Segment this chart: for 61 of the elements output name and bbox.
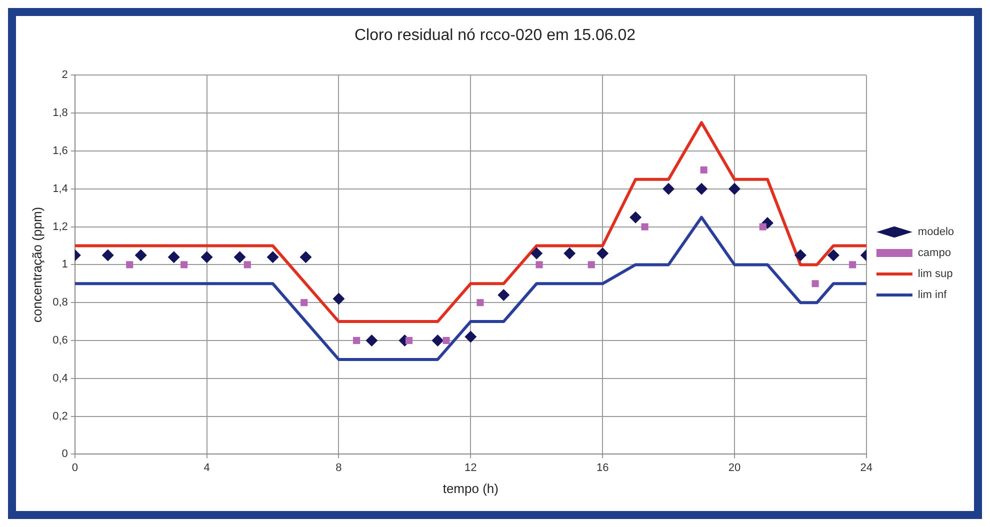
y-tick-label: 1 [62, 258, 68, 271]
point [234, 251, 246, 264]
y-tick-label: 0,4 [52, 372, 68, 384]
point [700, 166, 708, 174]
point [102, 249, 114, 262]
x-tick-label: 0 [72, 462, 78, 474]
point [366, 334, 378, 346]
y-tick-label: 1,6 [52, 145, 68, 158]
point [168, 251, 180, 264]
y-tick-label: 2 [62, 69, 68, 82]
point [244, 261, 251, 268]
y-tick-label: 0,8 [52, 296, 68, 309]
point [827, 249, 840, 262]
legend-label: campo [918, 247, 951, 260]
x-tick-label: 12 [464, 462, 477, 474]
point [794, 249, 806, 262]
point [432, 334, 444, 346]
point [353, 336, 360, 344]
x-tick-label: 16 [596, 462, 609, 474]
chart-title: Cloro residual nó rcco-020 em 15.06.02 [354, 27, 636, 44]
x-tick-label: 4 [204, 462, 210, 474]
x-tick-label: 24 [860, 462, 873, 474]
point [728, 182, 740, 195]
point [126, 261, 134, 268]
point [464, 330, 477, 343]
point [476, 299, 484, 306]
y-tick-label: 0,2 [52, 410, 68, 422]
point [696, 182, 708, 195]
y-axis-title: concentração (ppm) [29, 206, 44, 323]
point [530, 247, 543, 260]
point [536, 261, 543, 268]
point [405, 336, 413, 344]
point [300, 299, 308, 306]
point [300, 251, 312, 264]
point [759, 223, 766, 230]
point [596, 247, 609, 260]
point [180, 261, 188, 268]
point [641, 223, 648, 230]
y-tick-label: 0,6 [52, 334, 68, 347]
point [588, 261, 595, 268]
point [332, 292, 345, 305]
point [630, 211, 642, 224]
point [564, 247, 576, 260]
y-tick-label: 0 [62, 448, 68, 460]
x-tick-label: 8 [336, 462, 342, 474]
y-tick-label: 1,8 [52, 107, 68, 120]
y-tick-label: 1,2 [52, 220, 68, 233]
legend-label: lim inf [918, 289, 948, 302]
point [200, 251, 213, 264]
point [812, 280, 819, 288]
x-axis-title: tempo (h) [442, 480, 498, 496]
x-tick-label: 20 [728, 462, 741, 474]
legend-label: modelo [918, 226, 954, 238]
point [849, 261, 856, 268]
point [498, 289, 510, 302]
y-tick-label: 1,4 [52, 182, 68, 195]
point [442, 336, 450, 344]
point [662, 182, 675, 195]
point [134, 249, 147, 262]
legend-label: lim sup [918, 268, 953, 280]
point [266, 251, 279, 264]
